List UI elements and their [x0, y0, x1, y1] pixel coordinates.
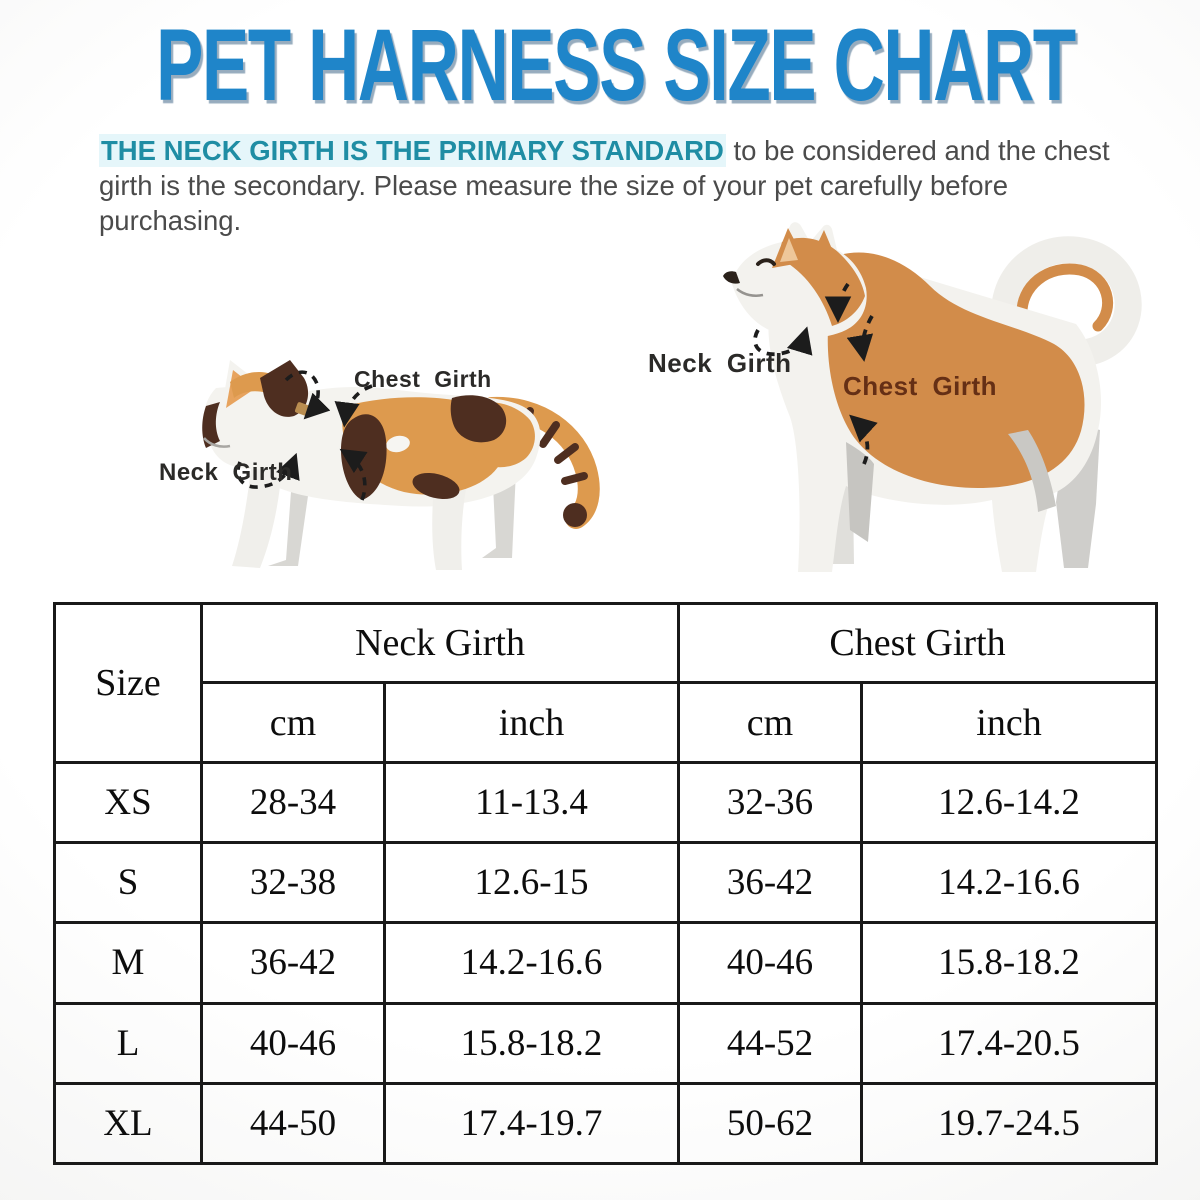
neck-cm-cell: 32-38: [200, 841, 386, 925]
size-cell: XL: [53, 1081, 203, 1166]
dog-eye: [756, 258, 776, 266]
cat-white-spot: [386, 435, 410, 453]
cat-cheek-brown-patch: [202, 402, 220, 448]
dog-nose: [723, 271, 740, 284]
neck-inch-cell: 11-13.4: [382, 760, 681, 845]
table-row: XL 44-50 17.4-19.7 50-62 19.7-24.5: [53, 1081, 1159, 1166]
cat-brown-blotch-small: [412, 472, 460, 500]
neck-cm-cell: 40-46: [200, 1001, 386, 1085]
dog-illustration: [723, 222, 1142, 572]
chest-inch-cell: 15.8-18.2: [860, 921, 1159, 1005]
table-unit-header-row: cm inch cm inch: [55, 681, 1159, 764]
dog-ear-inner: [780, 238, 798, 262]
size-cell: M: [53, 921, 203, 1005]
cat-far-front-leg: [268, 478, 310, 566]
dog-mouth: [736, 288, 764, 297]
chest-inch-cell: 14.2-16.6: [860, 841, 1159, 925]
dog-tail-inner: [1016, 263, 1114, 332]
neck-cm-cell: 36-42: [200, 921, 386, 1005]
page-title: PET HARNESS SIZE CHART: [156, 9, 1076, 123]
dog-neck-girth-arrow: [753, 282, 852, 357]
size-cell: S: [53, 841, 203, 925]
cat-chest-girth-label: Chest Girth: [354, 366, 492, 392]
cat-near-front-leg: [232, 460, 282, 568]
subtitle: THE NECK GIRTH IS THE PRIMARY STANDARD t…: [99, 133, 1115, 238]
table-row: M 36-42 14.2-16.6 40-46 15.8-18.2: [53, 921, 1159, 1005]
cat-chest-girth-arrow: [334, 384, 373, 501]
subtitle-rest: to be considered and the chest girth is …: [99, 135, 1110, 236]
dog-orange-coat: [827, 252, 1085, 488]
dog-tail: [991, 236, 1142, 367]
chest-cm-cell: 40-46: [677, 921, 864, 1005]
dog-chest-girth-arrow: [846, 315, 878, 465]
neck-girth-group-header: Neck Girth: [199, 602, 681, 684]
neck-cm-header: cm: [200, 681, 386, 764]
chest-girth-group-header: Chest Girth: [677, 602, 1159, 684]
size-cell: L: [53, 1001, 203, 1085]
table-row: L 40-46 15.8-18.2 44-52 17.4-20.5: [53, 1001, 1159, 1085]
neck-inch-cell: 15.8-18.2: [382, 1001, 681, 1085]
table-group-header-row: Size Neck Girth Chest Girth: [53, 602, 1159, 764]
chest-inch-header: inch: [860, 681, 1159, 764]
dog-chest-shadow: [846, 442, 874, 542]
chest-inch-cell: 12.6-14.2: [860, 760, 1159, 845]
size-table: Size Neck Girth Chest Girth cm inch cm i…: [53, 602, 1159, 1166]
cat-neck-girth-label: Neck Girth: [159, 459, 293, 486]
chest-inch-cell: 17.4-20.5: [860, 1001, 1159, 1085]
cat-rump-brown-patch: [450, 395, 507, 443]
cat-illustration: [202, 360, 600, 570]
table-row: S 32-38 12.6-15 36-42 14.2-16.6: [53, 841, 1159, 925]
neck-inch-cell: 12.6-15: [382, 841, 681, 925]
neck-cm-cell: 44-50: [200, 1081, 386, 1166]
cat-mouth: [203, 437, 231, 448]
chest-cm-header: cm: [677, 681, 864, 764]
neck-inch-cell: 14.2-16.6: [382, 921, 681, 1005]
chest-cm-cell: 44-52: [677, 1001, 864, 1085]
chest-cm-cell: 32-36: [677, 760, 864, 845]
chest-inch-cell: 19.7-24.5: [860, 1081, 1159, 1166]
dog-neck-girth-label: Neck Girth: [648, 348, 792, 378]
subtitle-highlight: THE NECK GIRTH IS THE PRIMARY STANDARD: [99, 134, 726, 167]
chest-cm-cell: 36-42: [677, 841, 864, 925]
size-cell: XS: [53, 760, 203, 845]
table-row: XS 28-34 11-13.4 32-36 12.6-14.2: [53, 760, 1159, 845]
neck-inch-header: inch: [382, 681, 681, 764]
cat-neck-girth-arrow: [236, 370, 331, 489]
chest-cm-cell: 50-62: [677, 1081, 864, 1166]
dog-hind-leg-shadow: [1008, 430, 1056, 512]
cat-tail-tip: [563, 503, 587, 527]
dog-chest-girth-label: Chest Girth: [843, 371, 998, 401]
neck-cm-cell: 28-34: [200, 760, 386, 845]
dog-ear-back: [808, 230, 840, 268]
cat-head-brown-patch: [260, 360, 309, 417]
size-column-header: Size: [53, 602, 203, 764]
neck-inch-cell: 17.4-19.7: [382, 1081, 681, 1166]
